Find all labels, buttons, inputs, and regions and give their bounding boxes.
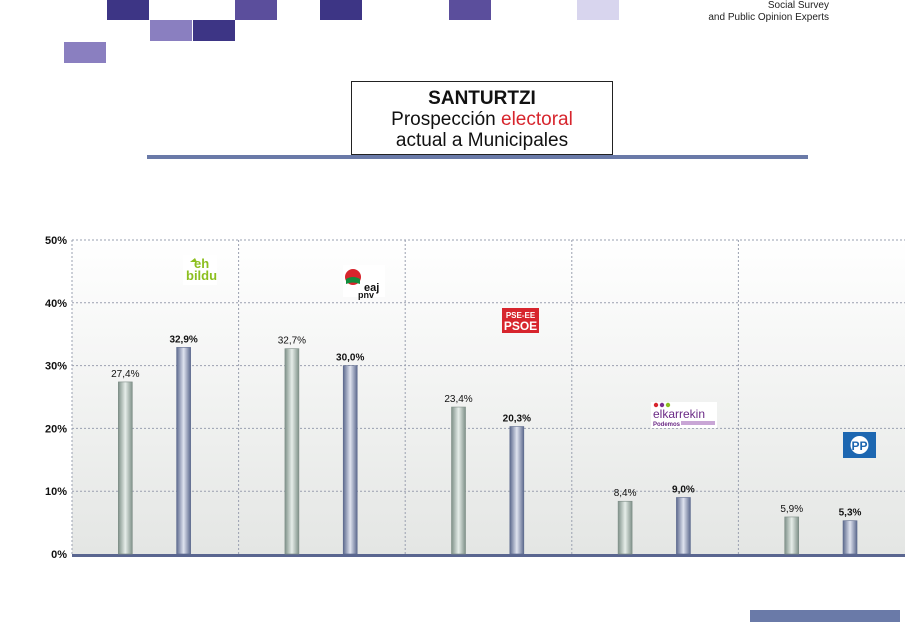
y-tick-label: 10% [45, 486, 67, 498]
data-label: 32,7% [278, 336, 306, 347]
eajpnv-logo [343, 265, 385, 297]
bar [784, 516, 800, 555]
logo-bg [183, 255, 217, 285]
logo-text-pp: PP [851, 439, 867, 453]
bar [176, 347, 191, 555]
logo-text-eh: eh [194, 256, 209, 271]
y-tick-label: 30% [45, 361, 67, 373]
data-label: 32,9% [169, 334, 197, 345]
title-rule [147, 155, 808, 159]
tagline-line1: Social Survey [767, 0, 829, 11]
data-label: 5,9% [780, 504, 803, 515]
logo-text-podemos: Podemos [653, 422, 681, 428]
plot-area [72, 240, 905, 554]
decor-square [449, 0, 491, 20]
bar [451, 406, 466, 555]
psoe-logo [502, 308, 539, 333]
data-label: 5,3% [839, 508, 862, 519]
y-axis: 0% 10% 20% 30% 40% 50% [45, 235, 905, 561]
data-label: 8,4% [614, 488, 637, 499]
y-tick-label: 50% [45, 235, 67, 247]
bar [617, 500, 633, 555]
company-tagline: Social Survey and Public Opinion Experts [609, 0, 829, 24]
bars: 27,4% 32,9% 32,7% 30,0% 23,4% 20,3% 8,4% 9,0% 5,… [111, 334, 862, 555]
tagline-line2: and Public Opinion Experts [708, 12, 829, 23]
bar [342, 365, 358, 555]
bar [842, 520, 858, 555]
data-label: 9,0% [672, 484, 695, 495]
footer-badge [750, 610, 900, 622]
decor-square [235, 0, 277, 20]
logo-circle [850, 436, 869, 454]
logo-dot [659, 402, 665, 408]
data-label: 23,4% [444, 394, 472, 405]
logo-stripe [681, 421, 715, 425]
logo-text-bildu: bildu [186, 268, 217, 283]
subtitle-highlight: electoral [501, 109, 573, 130]
elkarrekin-logo [651, 402, 717, 428]
logo-bg [502, 308, 539, 333]
gridlines [72, 239, 905, 554]
decor-square [320, 0, 362, 20]
logo-text-psoe: PSOE [504, 319, 537, 333]
decor-square [577, 0, 619, 20]
y-tick-label: 0% [51, 549, 67, 561]
plot-background [72, 240, 905, 554]
ehbildu-logo [183, 255, 217, 285]
y-tick-label: 20% [45, 423, 67, 435]
bar [676, 497, 691, 555]
pp-logo [843, 432, 876, 458]
decor-square [64, 42, 106, 63]
y-tick-label: 40% [45, 298, 67, 310]
logo-leaf [190, 258, 197, 262]
logo-text-elkarrekin: elkarrekin [653, 407, 705, 421]
page-subtitle-line1: Prospección electoral [352, 109, 612, 130]
logo-text-pnv: pnv [358, 290, 374, 300]
bar [284, 348, 300, 555]
data-label: 27,4% [111, 369, 139, 380]
bar [509, 426, 525, 555]
logo-dot [653, 402, 659, 408]
logo-text-psee: PSE-EE [506, 311, 536, 320]
data-label: 20,3% [503, 414, 531, 425]
subtitle-text: Prospección [391, 109, 501, 130]
decor-square [150, 20, 192, 41]
bar [118, 381, 133, 555]
logo-dot [665, 402, 671, 408]
page-title: SANTURTZI [428, 88, 536, 109]
decor-square [107, 0, 149, 20]
x-axis-line [72, 554, 905, 557]
page-subtitle-line2: actual a Municipales [395, 130, 569, 151]
decor-square [193, 20, 235, 41]
logo-text-eaj: eaj [364, 282, 379, 294]
data-label: 30,0% [336, 353, 364, 364]
title-box: SANTURTZI Prospección electoral actual a… [351, 81, 613, 155]
logo-stripe [346, 277, 360, 284]
